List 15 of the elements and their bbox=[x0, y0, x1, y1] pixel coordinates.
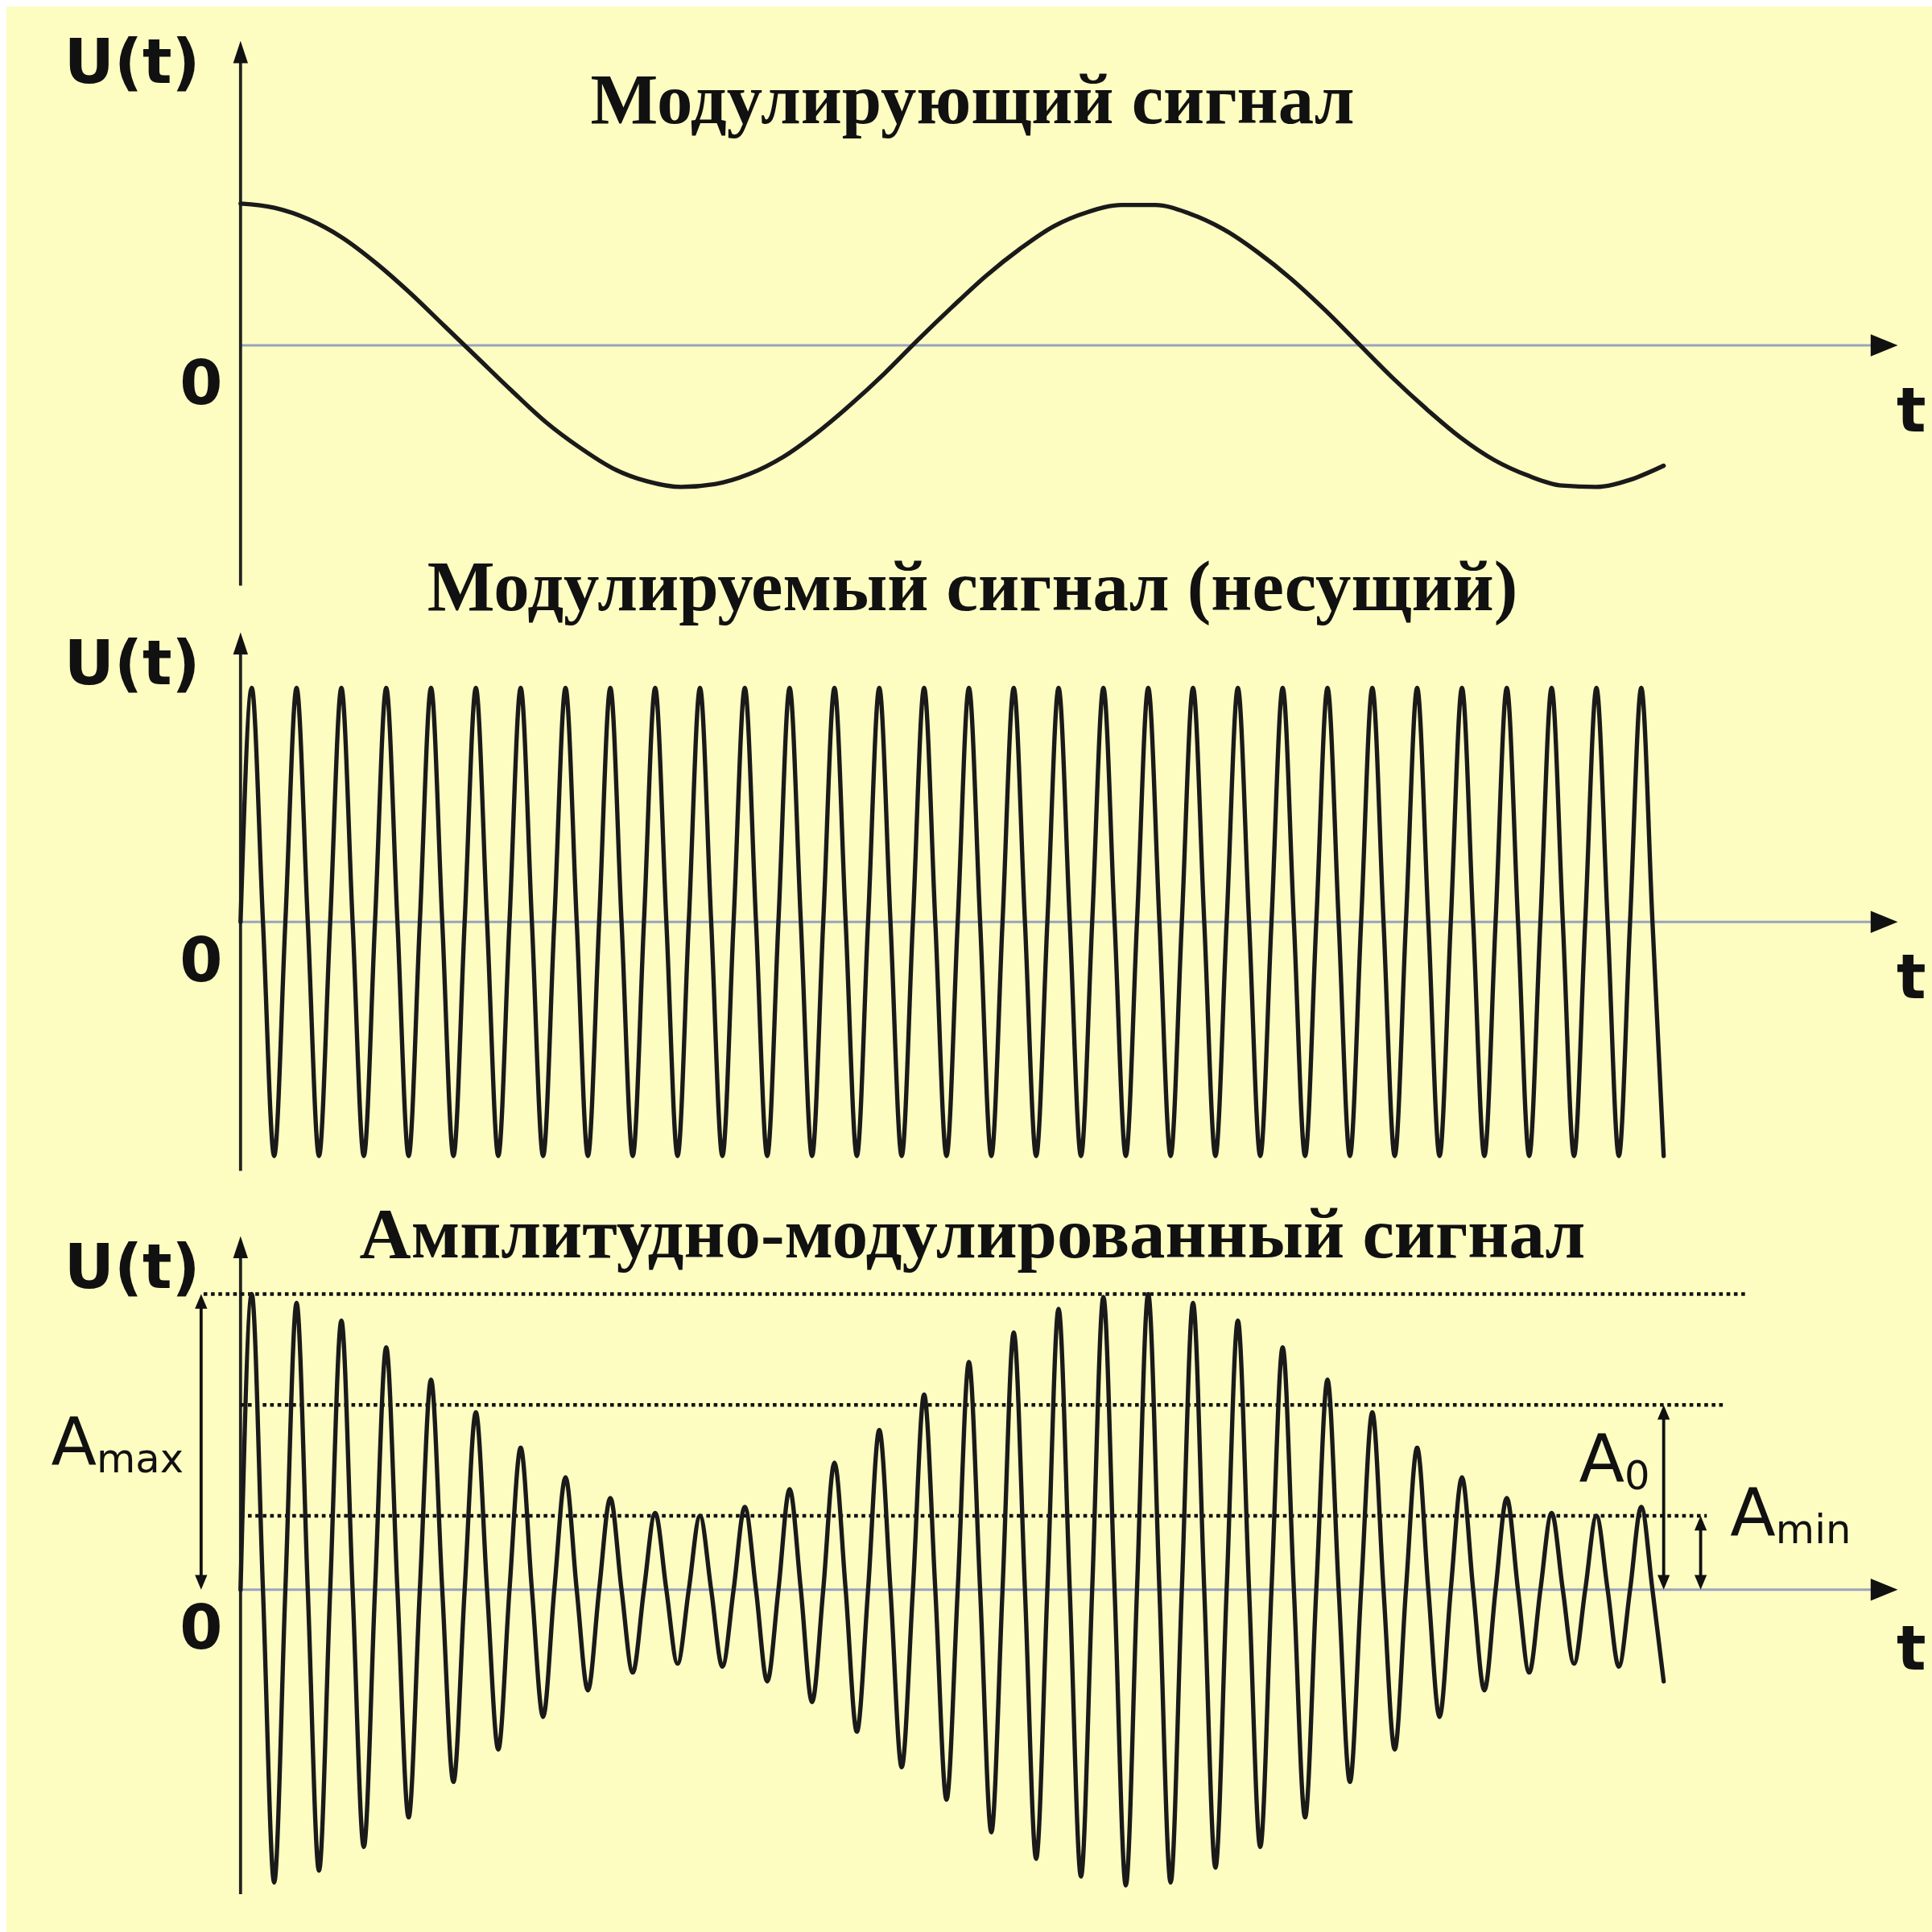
ref-line-label: A$_{max}$ bbox=[51, 1402, 184, 1482]
chart-title: Модулируемый сигнал (несущий) bbox=[427, 547, 1518, 625]
y-axis-title: U(t) bbox=[64, 25, 200, 97]
x-axis-title: t bbox=[1897, 1612, 1926, 1685]
text: 0 bbox=[180, 923, 223, 996]
x-axis-title: t bbox=[1897, 941, 1926, 1013]
text: 0 bbox=[180, 347, 223, 419]
x-axis-title: t bbox=[1897, 374, 1926, 447]
text: 0 bbox=[180, 1591, 223, 1664]
ref-line-label: A$_{0}$ bbox=[1579, 1419, 1650, 1500]
chart-title: Амплитудно-модулированный сигнал bbox=[359, 1193, 1586, 1273]
y-axis-title: U(t) bbox=[64, 626, 200, 699]
chart-title: Модулирующий сигнал bbox=[590, 60, 1355, 139]
y-axis-title: U(t) bbox=[64, 1230, 200, 1302]
ref-line-label: A$_{min}$ bbox=[1730, 1473, 1852, 1554]
